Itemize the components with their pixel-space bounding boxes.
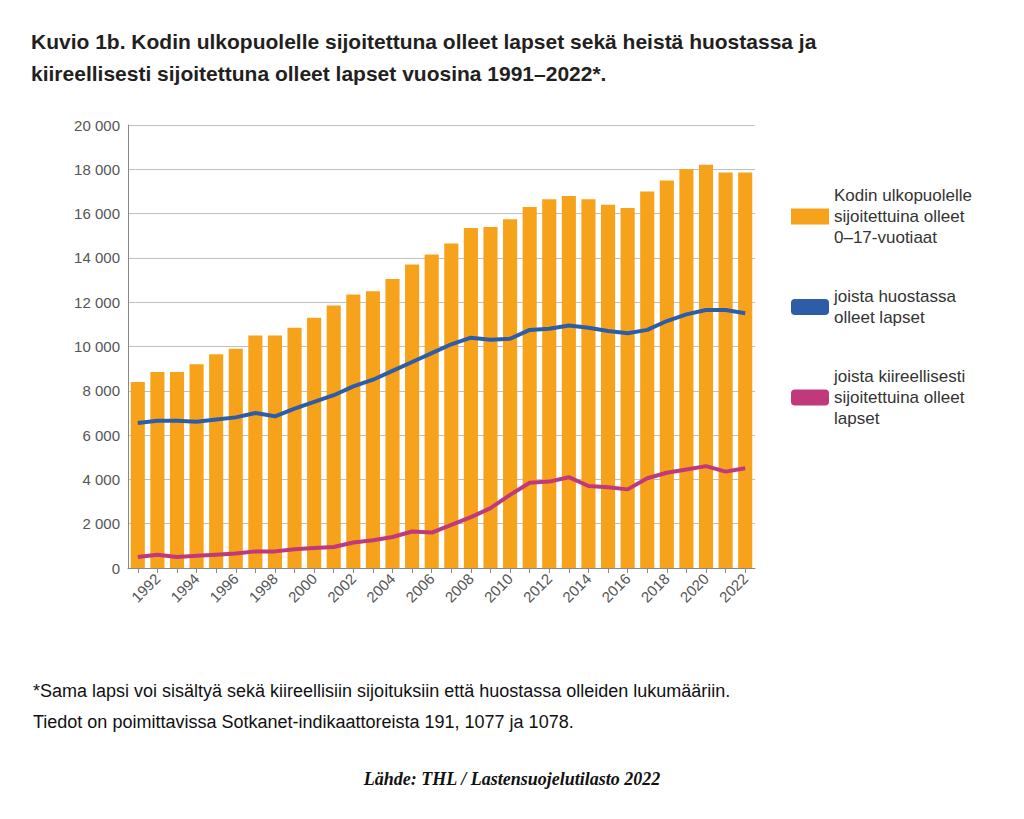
svg-text:2022: 2022	[716, 570, 752, 606]
svg-text:10 000: 10 000	[74, 338, 120, 355]
svg-text:Lähde: THL / Lastensuojelutila: Lähde: THL / Lastensuojelutilasto 2022	[363, 769, 660, 789]
svg-text:6 000: 6 000	[82, 427, 120, 444]
svg-text:2 000: 2 000	[82, 515, 120, 532]
svg-text:0–17-vuotiaat: 0–17-vuotiaat	[834, 228, 937, 247]
svg-text:14 000: 14 000	[74, 249, 120, 266]
svg-text:1998: 1998	[245, 570, 281, 606]
svg-text:16 000: 16 000	[74, 205, 120, 222]
svg-text:2012: 2012	[520, 570, 556, 606]
svg-text:1996: 1996	[206, 570, 242, 606]
svg-text:2008: 2008	[441, 570, 477, 606]
svg-text:2000: 2000	[285, 570, 321, 606]
svg-text:2002: 2002	[324, 570, 360, 606]
svg-text:joista kiireellisesti: joista kiireellisesti	[833, 367, 970, 386]
svg-text:Tiedot on poimittavissa Sotkan: Tiedot on poimittavissa Sotkanet-indikaa…	[33, 712, 574, 732]
svg-text:sijoitettuina olleet: sijoitettuina olleet	[834, 388, 969, 407]
svg-text:2006: 2006	[402, 570, 438, 606]
svg-text:Kuvio 1b. Kodin ulkopuolelle s: Kuvio 1b. Kodin ulkopuolelle sijoitettun…	[31, 30, 817, 53]
svg-text:*Sama lapsi voi sisältyä sekä: *Sama lapsi voi sisältyä sekä kiireellis…	[33, 681, 730, 701]
svg-text:Kodin ulkopuolelle: Kodin ulkopuolelle	[834, 186, 977, 205]
svg-text:lapset: lapset	[834, 409, 880, 428]
svg-text:8 000: 8 000	[82, 382, 120, 399]
svg-text:20 000: 20 000	[74, 117, 120, 134]
svg-text:0: 0	[112, 560, 120, 577]
svg-text:joista huostassa: joista huostassa	[833, 287, 961, 306]
svg-text:1994: 1994	[167, 570, 203, 606]
svg-text:olleet lapset: olleet lapset	[834, 308, 925, 327]
svg-text:2020: 2020	[676, 570, 712, 606]
svg-text:sijoitettuina olleet: sijoitettuina olleet	[834, 207, 969, 226]
svg-text:12 000: 12 000	[74, 294, 120, 311]
svg-text:1992: 1992	[128, 570, 164, 606]
svg-text:2016: 2016	[598, 570, 634, 606]
svg-text:2010: 2010	[480, 570, 516, 606]
svg-text:4 000: 4 000	[82, 471, 120, 488]
svg-text:18 000: 18 000	[74, 161, 120, 178]
svg-text:kiireellisesti sijoitettuna ol: kiireellisesti sijoitettuna olleet lapse…	[31, 62, 606, 85]
svg-text:2018: 2018	[637, 570, 673, 606]
svg-text:2014: 2014	[559, 570, 595, 606]
svg-text:2004: 2004	[363, 570, 399, 606]
